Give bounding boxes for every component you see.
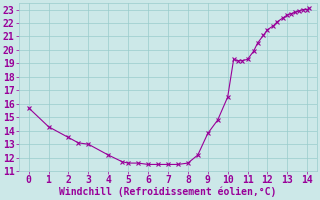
X-axis label: Windchill (Refroidissement éolien,°C): Windchill (Refroidissement éolien,°C) — [59, 187, 277, 197]
